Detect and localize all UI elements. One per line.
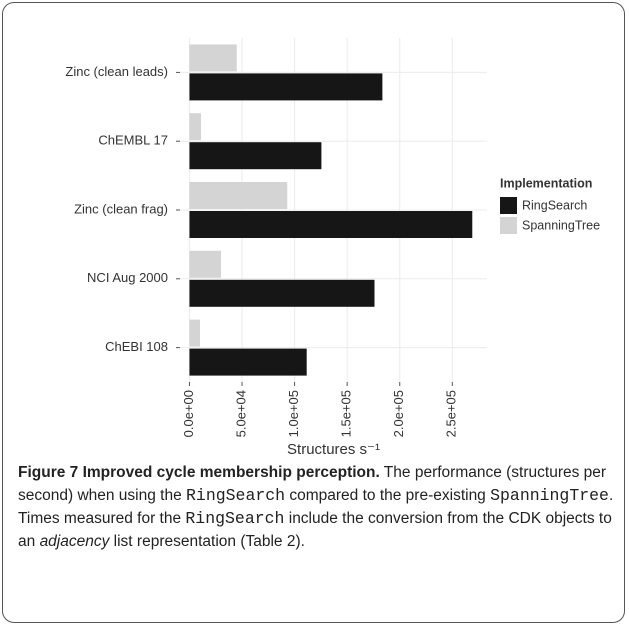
caption-text: compared to the pre-existing xyxy=(285,487,491,504)
y-tick-label: ChEMBL 17 xyxy=(98,133,168,148)
bar xyxy=(189,279,375,307)
x-tick-label: 2.0e+05 xyxy=(391,390,406,437)
x-tick-label: 0.0e+00 xyxy=(181,390,196,437)
caption-text: RingSearch xyxy=(185,509,285,528)
bar xyxy=(189,211,473,238)
bar xyxy=(189,250,222,278)
x-tick-label: 2.5e+05 xyxy=(444,390,459,437)
bar xyxy=(189,113,202,141)
legend-label: SpanningTree xyxy=(522,218,600,232)
x-tick-label: 1.5e+05 xyxy=(339,390,354,437)
caption-text: list representation (Table 2). xyxy=(109,533,305,550)
caption-text: SpanningTree xyxy=(490,486,609,505)
y-tick-label: NCI Aug 2000 xyxy=(87,270,168,285)
bar xyxy=(189,142,322,170)
chart: 0.0e+00 5.0e+04 1.0e+05 1.5e+05 2.0e+05 2.5e+… xyxy=(65,38,600,458)
legend-swatch xyxy=(500,197,517,214)
bar xyxy=(189,182,288,209)
bar xyxy=(189,348,307,376)
y-tick-label: Zinc (clean leads) xyxy=(65,64,168,79)
caption: Figure 7 Improved cycle membership perce… xyxy=(18,461,614,553)
legend-label: RingSearch xyxy=(522,198,587,212)
legend-title: Implementation xyxy=(500,176,592,190)
caption-text: RingSearch xyxy=(186,486,286,505)
caption-text: The performance (structures per second) … xyxy=(18,464,607,504)
caption-text: adjacency xyxy=(39,533,110,550)
x-tick-label: 1.0e+05 xyxy=(286,390,301,437)
bar xyxy=(189,73,383,101)
x-axis-title: Structures s⁻¹ xyxy=(287,441,380,458)
caption-text: . Times measured for the xyxy=(18,487,614,527)
caption-title: Figure 7 Improved cycle membership perce… xyxy=(18,464,380,481)
y-tick-label: ChEBI 108 xyxy=(105,339,168,354)
x-tick-label: 5.0e+04 xyxy=(233,390,248,437)
figure-frame xyxy=(2,2,625,623)
legend-swatch xyxy=(500,217,517,234)
y-tick-label: Zinc (clean frag) xyxy=(74,201,168,216)
caption-text: include the conversion from the CDK obje… xyxy=(18,510,612,550)
bar xyxy=(189,319,200,347)
bar xyxy=(189,44,237,72)
